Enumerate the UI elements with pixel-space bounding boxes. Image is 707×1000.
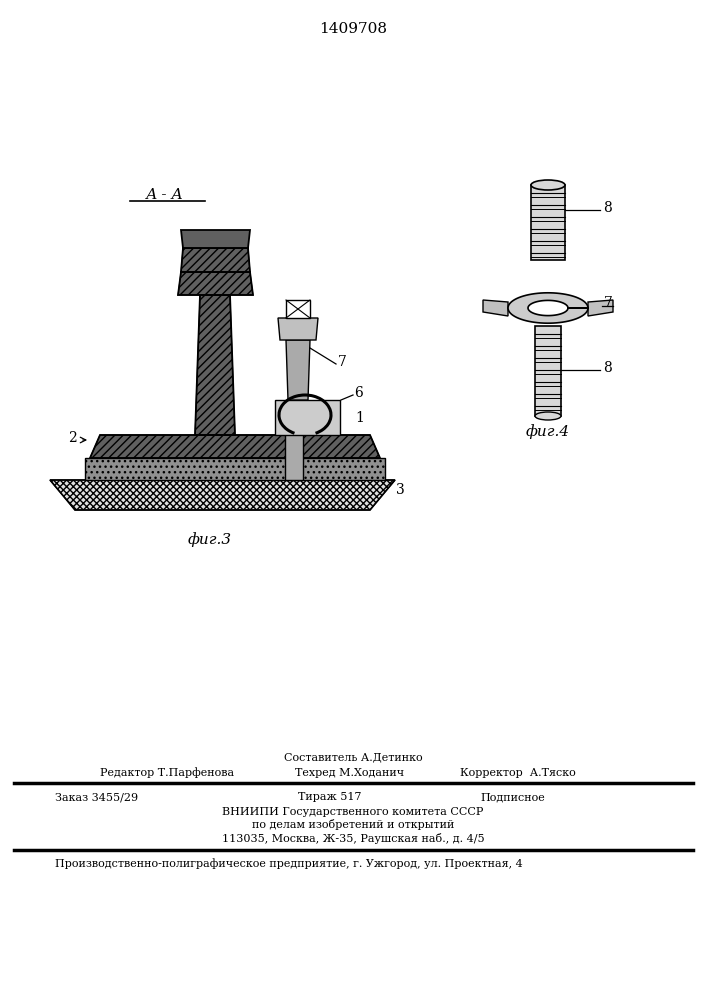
Polygon shape [483, 300, 508, 316]
Polygon shape [181, 230, 250, 248]
Polygon shape [50, 480, 395, 510]
Text: ВНИИПИ Государственного комитета СССР: ВНИИПИ Государственного комитета СССР [222, 807, 484, 817]
Polygon shape [278, 318, 318, 340]
Ellipse shape [535, 412, 561, 420]
Text: 1409708: 1409708 [319, 22, 387, 36]
Text: Редактор Т.Парфенова: Редактор Т.Парфенова [100, 768, 234, 778]
Polygon shape [195, 295, 235, 435]
Ellipse shape [531, 180, 565, 190]
Polygon shape [286, 340, 310, 400]
Polygon shape [275, 400, 340, 435]
Text: 1: 1 [355, 411, 364, 425]
Text: 8: 8 [603, 361, 612, 375]
Text: Корректор  А.Тяско: Корректор А.Тяско [460, 768, 575, 778]
Text: Техред М.Ходанич: Техред М.Ходанич [295, 768, 404, 778]
Text: Тираж 517: Тираж 517 [298, 792, 362, 802]
Text: 6: 6 [354, 386, 363, 400]
Polygon shape [178, 272, 253, 295]
Text: 8: 8 [603, 201, 612, 215]
Polygon shape [531, 185, 565, 260]
Text: 113035, Москва, Ж-35, Раушская наб., д. 4/5: 113035, Москва, Ж-35, Раушская наб., д. … [222, 832, 484, 844]
Text: А - А: А - А [146, 188, 184, 202]
Text: Производственно-полиграфическое предприятие, г. Ужгород, ул. Проектная, 4: Производственно-полиграфическое предприя… [55, 859, 522, 869]
Text: по делам изобретений и открытий: по делам изобретений и открытий [252, 820, 454, 830]
Text: 3: 3 [396, 483, 404, 497]
Text: фиг.3: фиг.3 [188, 533, 232, 547]
Bar [285, 430, 303, 480]
Text: 7: 7 [604, 296, 613, 310]
Polygon shape [535, 326, 561, 416]
Polygon shape [85, 458, 385, 480]
Text: Заказ 3455/29: Заказ 3455/29 [55, 792, 138, 802]
Text: Составитель А.Детинко: Составитель А.Детинко [284, 752, 422, 762]
Text: Подписное: Подписное [480, 792, 545, 802]
Text: фиг.4: фиг.4 [526, 425, 570, 439]
Polygon shape [286, 300, 310, 318]
Text: 2: 2 [68, 431, 76, 445]
Polygon shape [588, 300, 613, 316]
Polygon shape [90, 435, 380, 458]
Text: 7: 7 [338, 355, 347, 369]
Polygon shape [181, 248, 250, 272]
Polygon shape [508, 293, 588, 323]
